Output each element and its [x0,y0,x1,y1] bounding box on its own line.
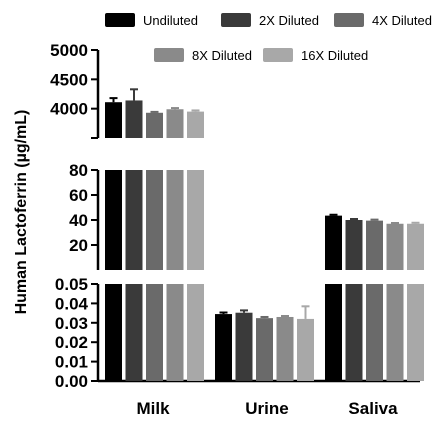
bar [146,284,163,381]
bars [105,88,424,381]
bar [386,223,404,270]
legend-swatch [154,48,184,62]
legend-label: Undiluted [143,13,198,28]
bar [366,284,383,381]
y-tick-label: 20 [69,236,88,255]
y-tick-label: 0.00 [55,372,88,391]
y-tick-label: 5000 [50,41,88,60]
bar [125,170,143,270]
legend-label: 2X Diluted [259,13,319,28]
bar [166,170,184,270]
bar [166,109,184,138]
bar [146,112,163,138]
bar [345,220,363,270]
y-tick-label: 80 [69,161,88,180]
y-tick-label: 4500 [50,70,88,89]
bar [187,111,204,138]
bar [325,284,342,381]
legend-label: 8X Diluted [192,48,252,63]
bar [325,215,342,270]
bar [105,170,122,270]
bar [407,223,424,270]
y-tick-label: 0.01 [55,353,88,372]
x-axis-labels: Milk Urine Saliva [136,399,398,418]
legend: Undiluted 2X Diluted 4X Diluted 8X Diluted 1… [105,13,432,63]
x-category-label: Milk [136,399,170,418]
legend-swatch [334,13,364,27]
y-tick-label: 4000 [50,100,88,119]
bar [125,284,143,381]
legend-swatch [105,13,135,27]
bar [187,284,204,381]
bar [345,284,363,381]
bar [105,102,122,138]
x-category-label: Saliva [348,399,398,418]
bar [256,318,273,381]
bar [407,284,424,381]
bar [125,100,143,138]
y-tick-label: 60 [69,186,88,205]
bar [235,312,253,381]
bar [187,170,204,270]
bar [386,284,404,381]
bar [297,318,314,381]
bar [105,284,122,381]
legend-swatch [221,13,251,27]
y-tick-label: 0.03 [55,314,88,333]
bar [215,314,232,381]
bar [166,284,184,381]
bar [366,220,383,270]
bar [146,170,163,270]
y-tick-label: 0.05 [55,275,88,294]
bar [276,316,294,381]
y-tick-label: 40 [69,211,88,230]
y-tick-label: 0.02 [55,333,88,352]
y-axis-label: Human Lactoferrin (µg/mL) [13,110,30,315]
y-tick-label: 0.04 [55,294,89,313]
legend-label: 16X Diluted [301,48,368,63]
legend-label: 4X Diluted [372,13,432,28]
x-category-label: Urine [245,399,288,418]
legend-swatch [263,48,293,62]
